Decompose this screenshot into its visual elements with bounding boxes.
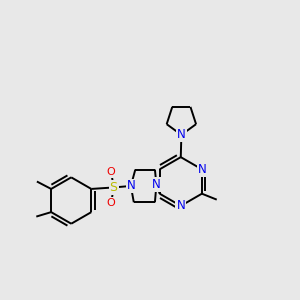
Text: N: N [176,200,185,212]
Text: N: N [197,163,206,176]
Text: N: N [127,179,135,193]
Text: N: N [177,128,186,141]
Text: N: N [152,178,161,191]
Text: O: O [107,167,116,177]
Text: S: S [110,181,118,194]
Text: O: O [107,198,116,208]
